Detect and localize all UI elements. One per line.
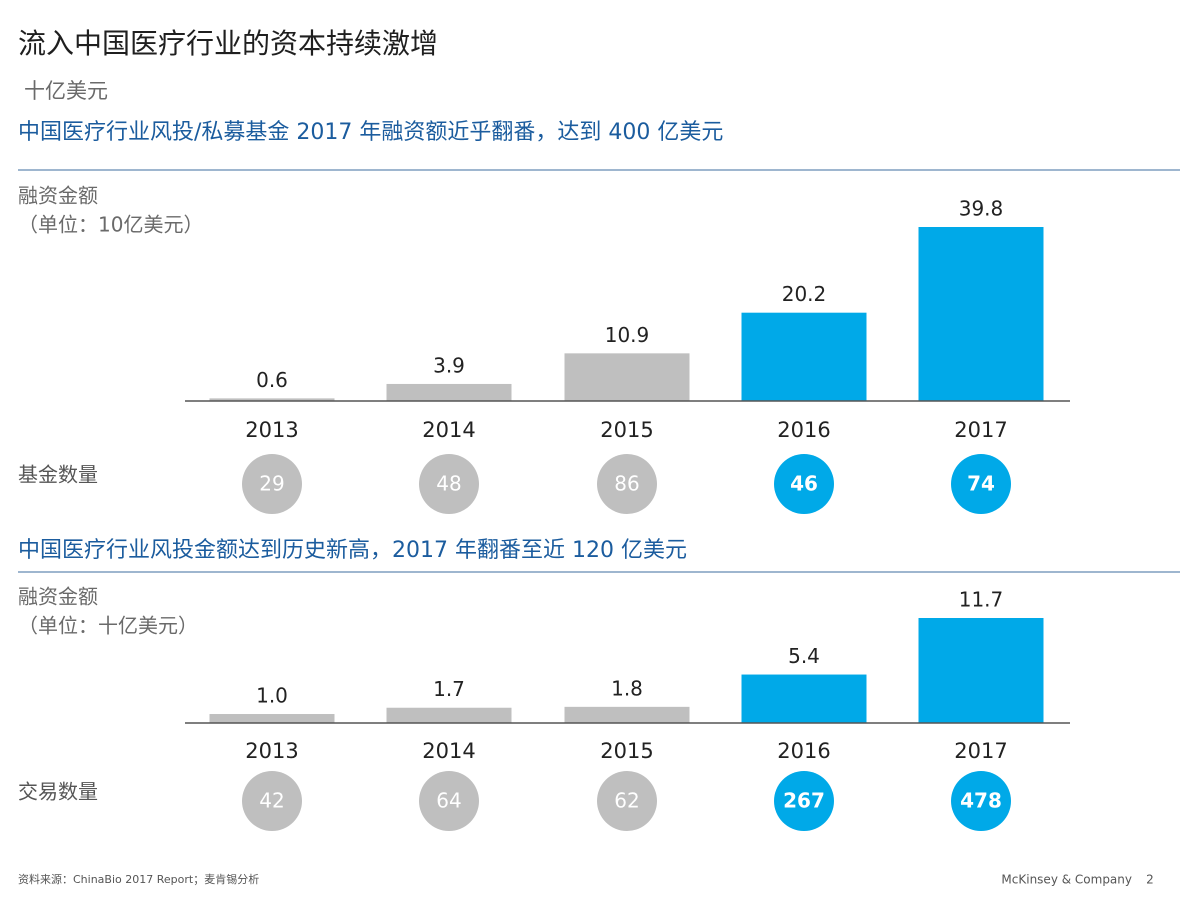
x-tick-label: 2015 [600,418,653,442]
x-tick-label: 2016 [777,739,830,763]
count: 42 [259,789,284,813]
count: 29 [259,472,284,496]
count-circle [951,771,1011,831]
count: 62 [614,789,639,813]
bar [386,707,512,723]
count-circle [242,454,302,514]
count-circle [597,454,657,514]
count-label: 交易数量 [18,780,98,804]
count-circle [951,454,1011,514]
count: 74 [967,472,995,496]
count: 48 [436,472,461,496]
value-label: 3.9 [433,353,465,377]
y-label: 融资金额 [18,585,98,609]
x-tick-label: 2017 [954,739,1007,763]
count: 478 [960,789,1002,813]
count-circle [774,771,834,831]
x-tick-label: 2015 [600,739,653,763]
value-label: 39.8 [959,197,1004,221]
value-label: 11.7 [959,588,1004,612]
x-tick-label: 2013 [245,418,298,442]
x-tick-label: 2017 [954,418,1007,442]
bar [386,383,512,401]
count-circle [597,771,657,831]
bar [564,353,690,401]
page-number: 2 [1146,873,1154,887]
x-tick-label: 2014 [422,418,475,442]
y-label: （单位：10亿美元） [18,213,203,237]
count: 64 [436,789,461,813]
x-tick-label: 2016 [777,418,830,442]
unit: 十亿美元 [24,79,108,103]
value-label: 5.4 [788,644,820,668]
chart-title: 中国医疗行业风投/私募基金 2017 年融资额近乎翻番，达到 400 亿美元 [18,120,723,145]
value-label: 1.0 [256,684,288,708]
value-label: 1.7 [433,677,465,701]
x-tick-label: 2014 [422,739,475,763]
source: 资料来源：ChinaBio 2017 Report；麦肯锡分析 [18,872,259,886]
count-circle [419,454,479,514]
count-circle [419,771,479,831]
slide-title: 流入中国医疗行业的资本持续激增 [18,27,438,60]
x-tick-label: 2013 [245,739,298,763]
company: McKinsey & Company [1001,873,1132,887]
bar [741,674,867,723]
y-label: （单位：十亿美元） [18,614,198,638]
count-circle [774,454,834,514]
value-label: 0.6 [256,368,288,392]
y-label: 融资金额 [18,184,98,208]
count: 86 [614,472,639,496]
count-circle [242,771,302,831]
value-label: 20.2 [782,282,827,306]
value-label: 10.9 [605,323,650,347]
bar [918,227,1044,401]
count: 267 [783,789,825,813]
count-label: 基金数量 [18,463,98,487]
bar [918,618,1044,723]
value-label: 1.8 [611,676,643,700]
bar [209,398,335,401]
bar [564,706,690,723]
bar [741,312,867,401]
bar [209,714,335,723]
chart-title: 中国医疗行业风投金额达到历史新高，2017 年翻番至近 120 亿美元 [18,538,687,563]
count: 46 [790,472,818,496]
